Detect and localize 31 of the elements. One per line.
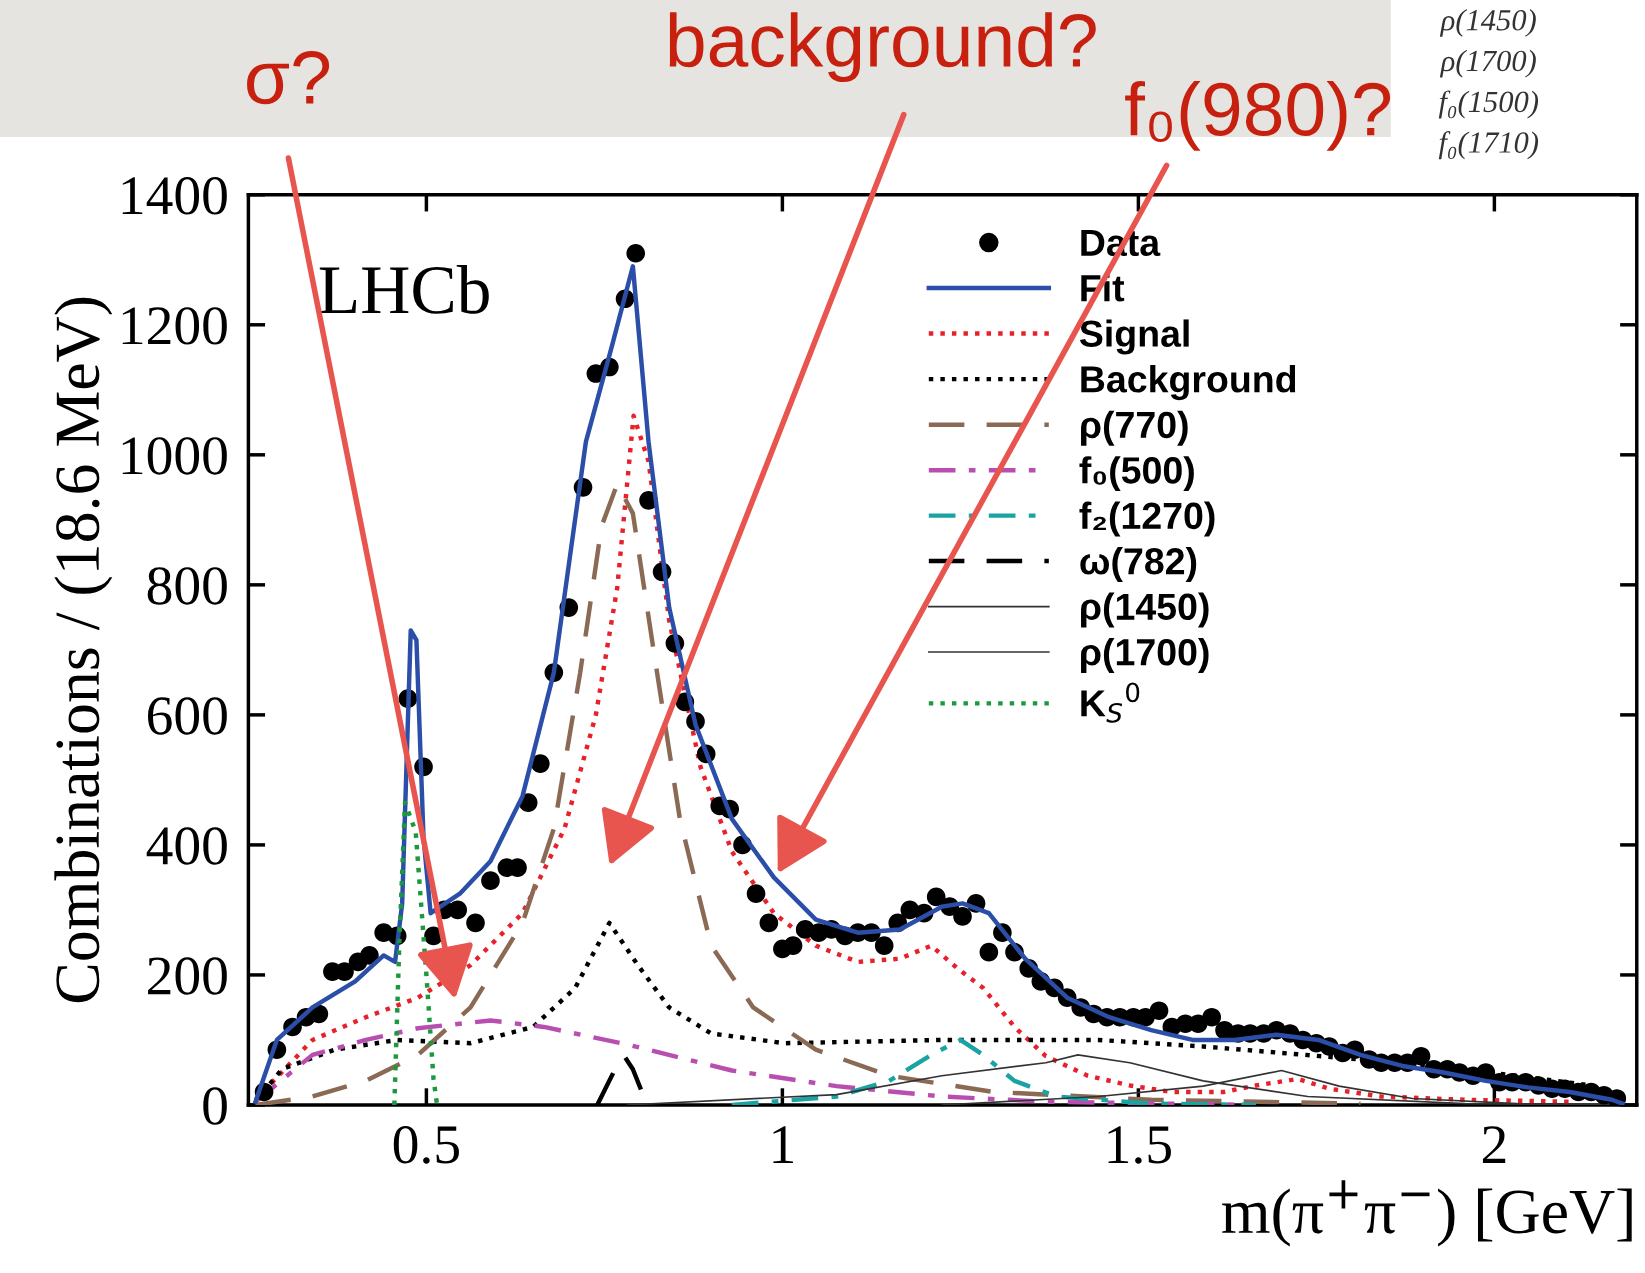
legend-label: f₀(500) [1079,456,1194,492]
legend-label: ρ(1450) [1081,592,1209,628]
y-tick-label: 600 [148,697,227,735]
annotation: LHCb [319,264,489,314]
x-axis-title: m(π$^{+}$π$^{−}$) [GeV] [1222,1180,1632,1247]
y-axis-title: Combinations / (18.6 MeV) [54,297,113,1003]
legend-label: Background [1081,365,1296,401]
y-tick-label: 800 [147,567,227,605]
text: background? [669,12,1096,83]
legend-label: K$_{S}$$^{0}$ [1081,682,1140,723]
legend-label: ρ(1700) [1081,637,1209,673]
legend-label: ω(782) [1080,547,1197,582]
legend-label: Signal [1079,319,1189,355]
text: f₀(1500) [1438,90,1539,119]
y-tick-label: 400 [146,827,227,865]
y-tick-label: 200 [148,957,227,995]
text: ρ(1700) [1439,49,1536,78]
y-tick-label: 1000 [122,437,227,475]
x-tick-label: 0.5 [393,1126,459,1164]
text: f₀(1710) [1438,131,1539,160]
legend-label: ρ(770) [1081,410,1188,446]
x-tick-label: 1 [773,1126,793,1163]
text: f₀(980)? [1125,80,1391,151]
text: ρ(1450) [1439,9,1536,37]
y-tick-label: 1200 [122,307,227,345]
x-tick-label: 2 [1482,1126,1506,1163]
legend-label: f₂(1270) [1079,501,1215,537]
x-tick-label: 1.5 [1108,1126,1171,1164]
y-tick-label: 1400 [122,177,227,215]
text: σ? [247,51,330,105]
y-tick-label: 0 [203,1087,227,1125]
